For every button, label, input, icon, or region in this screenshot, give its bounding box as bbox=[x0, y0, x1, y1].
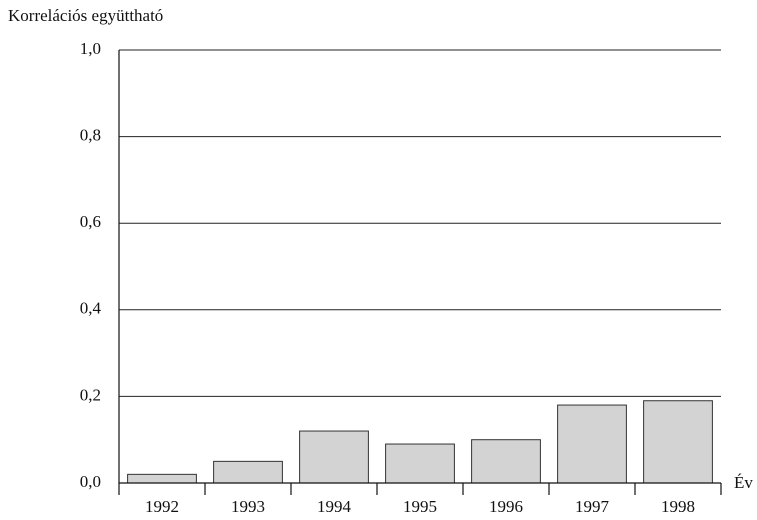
bar bbox=[471, 439, 541, 484]
x-tick-label: 1992 bbox=[145, 497, 179, 516]
x-tick-label: 1994 bbox=[317, 497, 352, 516]
bar bbox=[557, 404, 627, 484]
bar bbox=[385, 443, 455, 484]
bar bbox=[643, 400, 713, 484]
y-axis-label: Korrelációs együttható bbox=[8, 6, 163, 25]
y-tick-label: 0,8 bbox=[80, 126, 101, 145]
x-tick-label: 1998 bbox=[661, 497, 695, 516]
x-tick-label: 1997 bbox=[575, 497, 610, 516]
x-axis-label: Év bbox=[734, 473, 753, 492]
y-tick-label: 1,0 bbox=[80, 39, 101, 58]
x-tick-label: 1996 bbox=[489, 497, 523, 516]
bar bbox=[127, 473, 197, 484]
y-tick-label: 0,6 bbox=[80, 212, 101, 231]
bar bbox=[299, 430, 369, 484]
y-tick-label: 0,0 bbox=[80, 472, 101, 491]
y-tick-label: 0,4 bbox=[80, 299, 102, 318]
x-tick-label: 1995 bbox=[403, 497, 437, 516]
bar bbox=[213, 460, 283, 484]
x-tick-label: 1993 bbox=[231, 497, 265, 516]
y-tick-label: 0,2 bbox=[80, 385, 101, 404]
